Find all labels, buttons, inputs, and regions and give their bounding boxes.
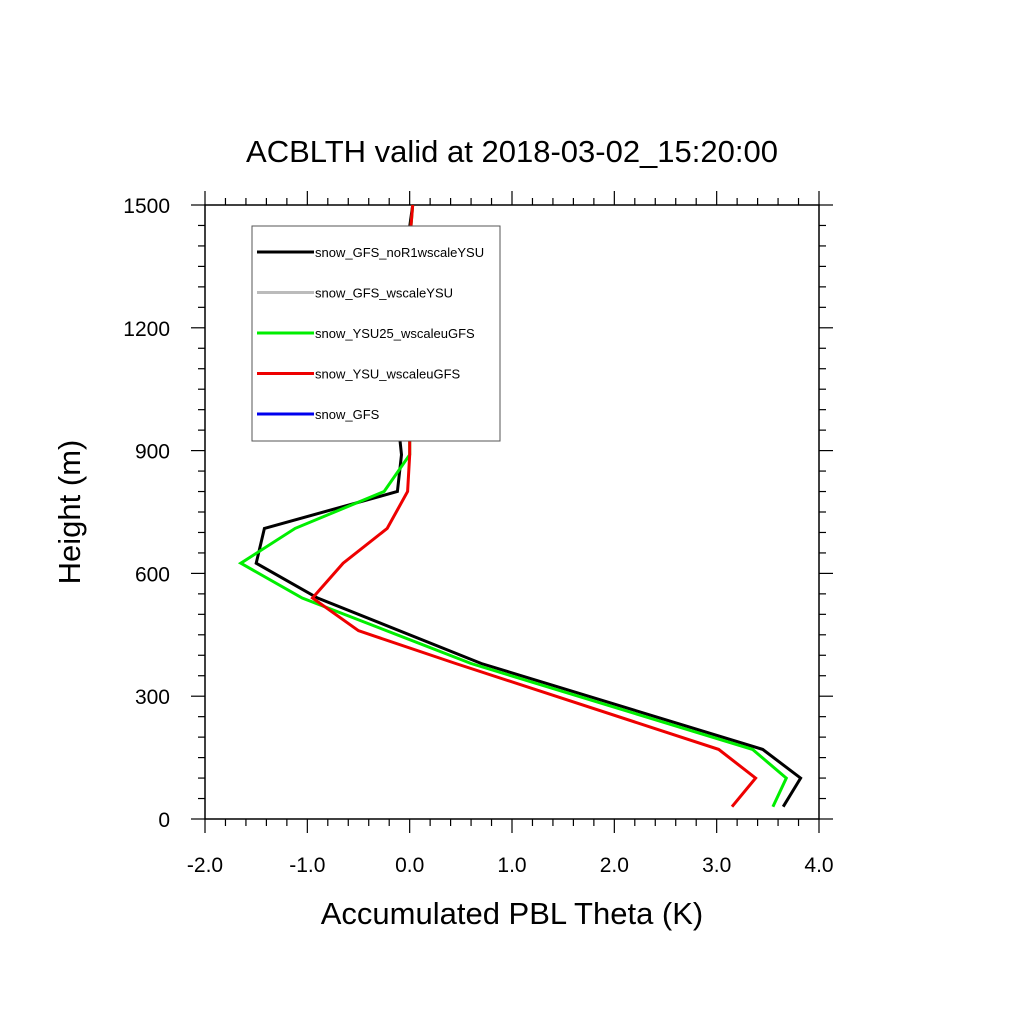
x-tick-label: 0.0: [395, 854, 424, 877]
x-tick-label: 1.0: [497, 854, 526, 877]
x-tick-label: -1.0: [289, 854, 325, 877]
y-tick-label: 1500: [123, 195, 170, 218]
legend-label-3: snow_YSU_wscaleuGFS: [315, 367, 461, 382]
x-tick-label: 3.0: [702, 854, 731, 877]
legend-label-1: snow_GFS_wscaleYSU: [315, 286, 453, 301]
x-axis-label: Accumulated PBL Theta (K): [321, 896, 704, 931]
legend-label-4: snow_GFS: [315, 407, 380, 422]
chart-title: ACBLTH valid at 2018-03-02_15:20:00: [246, 134, 778, 169]
y-tick-label: 900: [135, 441, 170, 464]
legend-label-0: snow_GFS_noR1wscaleYSU: [315, 245, 484, 260]
y-tick-label: 600: [135, 563, 170, 586]
x-tick-label: -2.0: [187, 854, 223, 877]
x-tick-label: 2.0: [600, 854, 629, 877]
x-tick-label: 4.0: [804, 854, 833, 877]
y-tick-label: 1200: [123, 318, 170, 341]
y-axis-label: Height (m): [52, 440, 87, 585]
y-tick-label: 0: [158, 809, 170, 832]
y-tick-label: 300: [135, 686, 170, 709]
legend-label-2: snow_YSU25_wscaleuGFS: [315, 326, 475, 341]
legend: snow_GFS_noR1wscaleYSU snow_GFS_wscaleYSU…: [251, 225, 501, 442]
